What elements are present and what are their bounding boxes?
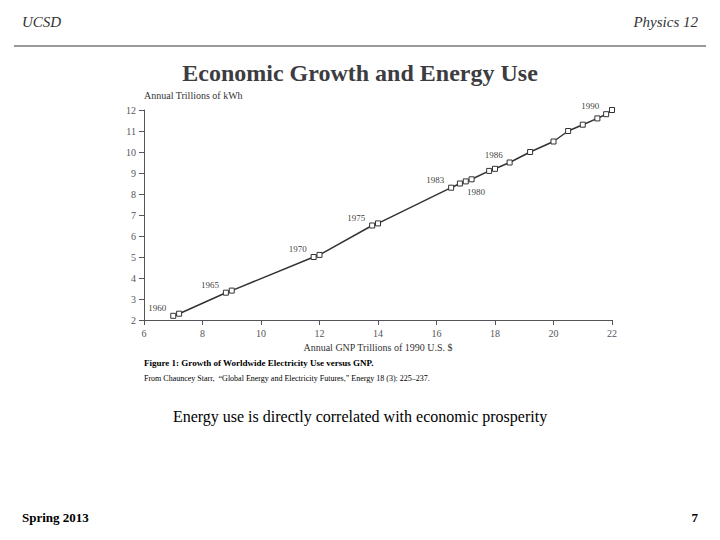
svg-text:9: 9 bbox=[131, 168, 136, 179]
svg-text:7: 7 bbox=[131, 210, 136, 221]
svg-text:1975: 1975 bbox=[347, 213, 366, 223]
svg-text:6: 6 bbox=[131, 231, 136, 242]
svg-text:1960: 1960 bbox=[148, 303, 167, 313]
svg-text:1965: 1965 bbox=[201, 280, 220, 290]
svg-text:1990: 1990 bbox=[581, 101, 600, 111]
svg-text:Spring 2013: Spring 2013 bbox=[22, 510, 89, 525]
svg-text:10: 10 bbox=[256, 328, 266, 339]
svg-text:Physics 12: Physics 12 bbox=[632, 14, 698, 30]
svg-text:1986: 1986 bbox=[485, 150, 504, 160]
svg-text:10: 10 bbox=[126, 147, 136, 158]
svg-text:5: 5 bbox=[131, 252, 136, 263]
svg-text:Annual Trillions of kWh: Annual Trillions of kWh bbox=[144, 90, 243, 101]
svg-text:7: 7 bbox=[692, 510, 699, 525]
svg-text:20: 20 bbox=[549, 328, 559, 339]
svg-text:12: 12 bbox=[126, 105, 136, 116]
svg-text:12: 12 bbox=[315, 328, 325, 339]
svg-text:11: 11 bbox=[126, 126, 136, 137]
svg-text:1980: 1980 bbox=[467, 187, 486, 197]
svg-text:1970: 1970 bbox=[289, 244, 308, 254]
svg-text:3: 3 bbox=[131, 294, 136, 305]
svg-text:From Chauncey Starr, “Global: From Chauncey Starr, “Global Energy and … bbox=[144, 374, 430, 383]
svg-text:Figure 1: Growth of Worldwide: Figure 1: Growth of Worldwide Electricit… bbox=[144, 358, 373, 368]
svg-text:Energy use is directly correla: Energy use is directly correlated with e… bbox=[173, 408, 547, 426]
svg-text:14: 14 bbox=[373, 328, 383, 339]
svg-text:4: 4 bbox=[131, 273, 136, 284]
svg-text:6: 6 bbox=[142, 328, 147, 339]
svg-text:1983: 1983 bbox=[426, 175, 445, 185]
svg-text:2: 2 bbox=[131, 315, 136, 326]
svg-text:18: 18 bbox=[490, 328, 500, 339]
svg-text:UCSD: UCSD bbox=[22, 14, 61, 30]
svg-text:22: 22 bbox=[607, 328, 617, 339]
svg-text:Annual GNP Trillions of 1990 U: Annual GNP Trillions of 1990 U.S. $ bbox=[303, 342, 452, 353]
svg-text:8: 8 bbox=[200, 328, 205, 339]
svg-text:16: 16 bbox=[432, 328, 442, 339]
svg-text:8: 8 bbox=[131, 189, 136, 200]
svg-text:Economic Growth and Energy Use: Economic Growth and Energy Use bbox=[182, 60, 538, 86]
